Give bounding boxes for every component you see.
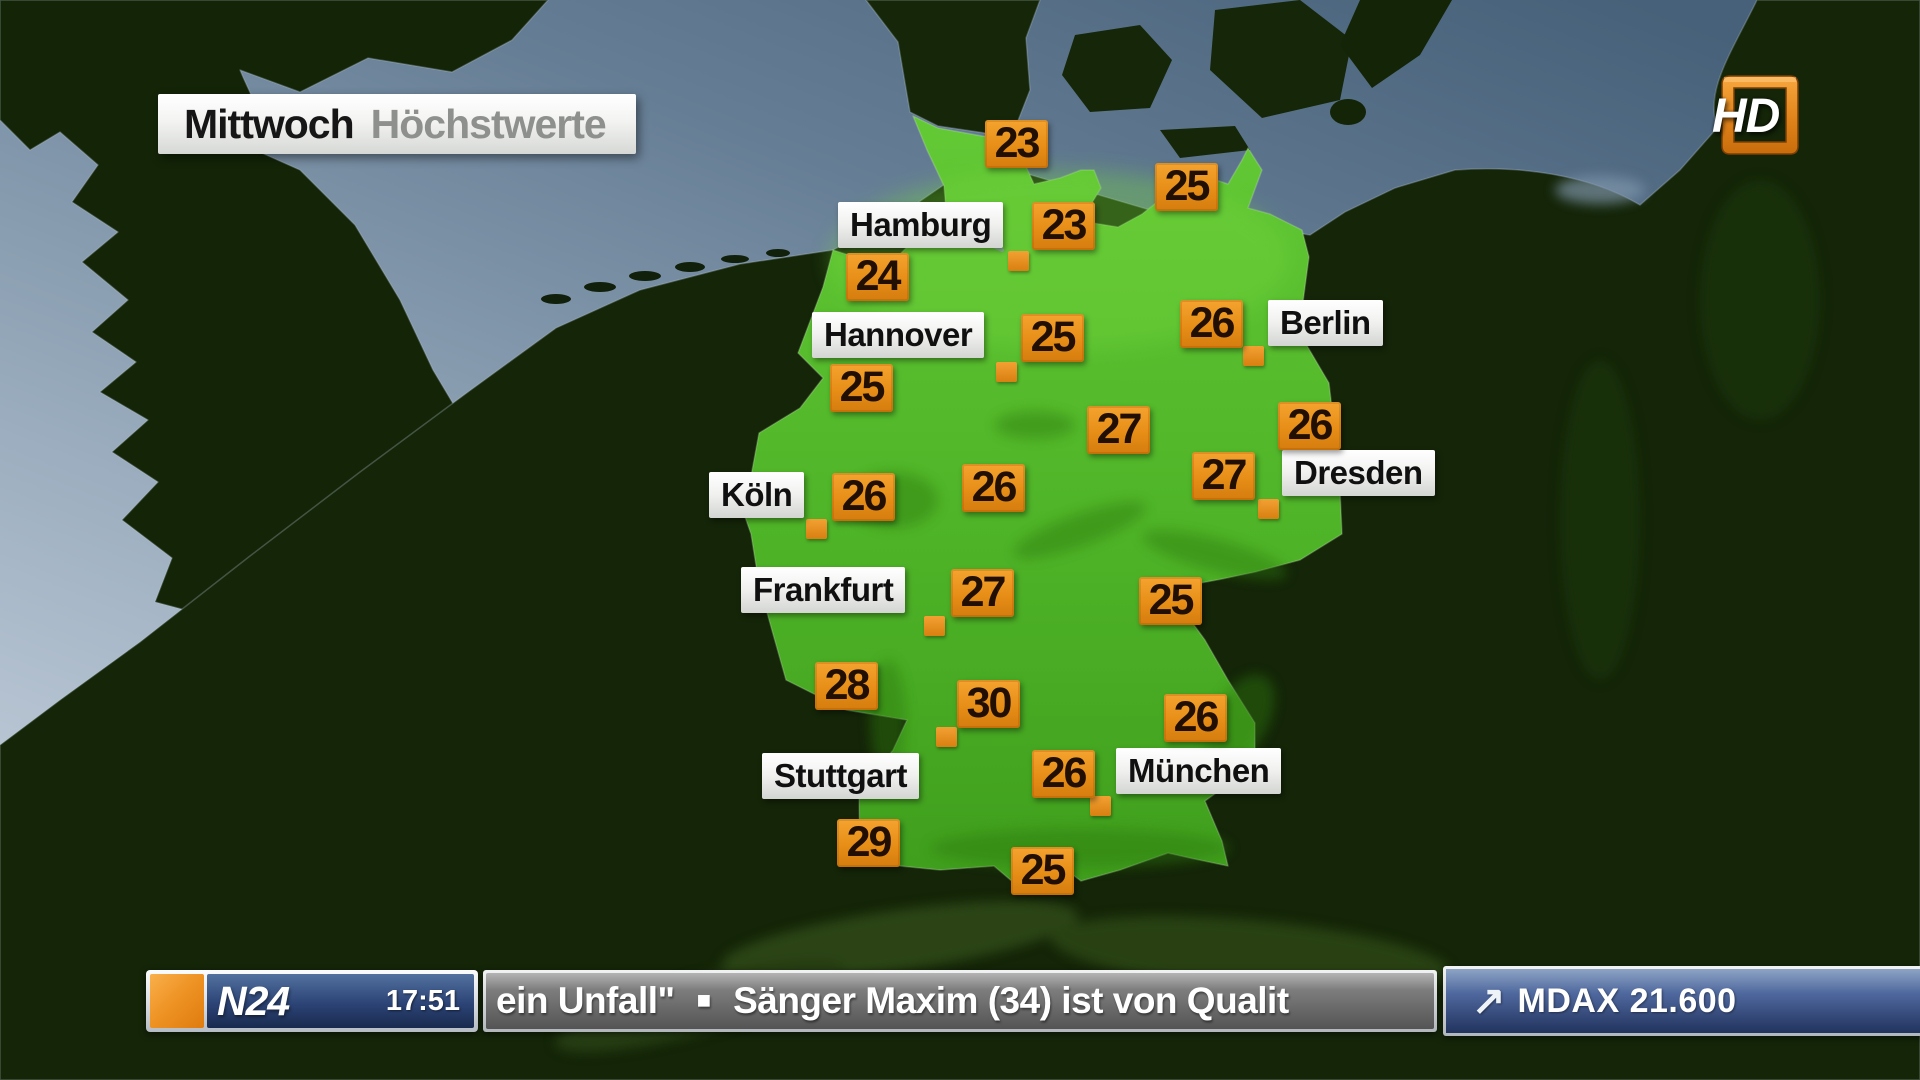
ticker-text-end: Sänger Maxim (34) ist von Qualit: [733, 980, 1289, 1021]
temp-badge: 25: [1021, 314, 1084, 362]
ticker-text-start: ein Unfall": [496, 980, 675, 1021]
temp-badge: 25: [830, 364, 893, 412]
city-label-hannover: Hannover: [812, 312, 985, 358]
temp-badge: 24: [846, 253, 909, 301]
stock-up-arrow-icon: ↗: [1472, 979, 1506, 1023]
stettin-lagoon: [1555, 176, 1645, 204]
stock-quote: MDAX 21.600: [1517, 981, 1737, 1020]
stock-ticker: ↗ MDAX 21.600: [1443, 966, 1920, 1036]
city-marker-stuttgart: [936, 727, 957, 747]
bornholm-island: [1330, 99, 1366, 125]
denmark-islands: [1062, 0, 1352, 158]
temp-badge: 26: [1278, 402, 1341, 450]
city-label-muenchen: München: [1116, 748, 1282, 794]
n24-panel: N24 17:51: [207, 974, 474, 1028]
city-label-berlin: Berlin: [1268, 300, 1383, 346]
channel-logo-text: N24: [217, 977, 290, 1024]
city-marker-koeln: [806, 519, 827, 539]
frisian-islands: [541, 249, 790, 304]
city-label-stuttgart: Stuttgart: [762, 753, 919, 799]
temp-badge: 25: [1155, 163, 1218, 211]
city-label-frankfurt: Frankfurt: [741, 567, 906, 613]
city-marker-hamburg: [1008, 251, 1029, 271]
channel-bug: N24 17:51: [146, 970, 478, 1032]
temp-badge: 26: [1032, 750, 1095, 798]
temp-badge: 25: [1011, 847, 1074, 895]
title-bar: Mittwoch Höchstwerte: [158, 94, 636, 154]
temp-badge: 30: [957, 680, 1020, 728]
hd-logo-text: HD: [1712, 90, 1780, 143]
city-label-dresden: Dresden: [1282, 450, 1435, 496]
stock-ticker-panel: ↗ MDAX 21.600: [1446, 969, 1920, 1033]
title-day: Mittwoch: [184, 100, 355, 147]
city-marker-berlin: [1243, 346, 1264, 366]
city-marker-hannover: [996, 362, 1017, 382]
sweden-landmass: [1340, 0, 1452, 88]
city-label-hamburg: Hamburg: [838, 202, 1004, 248]
city-marker-frankfurt: [924, 616, 945, 636]
temp-badge: 27: [1192, 452, 1255, 500]
ticker-separator-icon: ■: [696, 987, 712, 1014]
temp-badge: 26: [962, 464, 1025, 512]
news-ticker-track: ein Unfall" ■ Sänger Maxim (34) ist von …: [486, 973, 1434, 1029]
temp-badge: 23: [985, 120, 1048, 168]
temp-badge: 25: [1139, 577, 1202, 625]
clock: 17:51: [385, 984, 460, 1017]
city-marker-muenchen: [1090, 796, 1111, 816]
temp-badge: 26: [832, 473, 895, 521]
temp-badge: 26: [1164, 694, 1227, 742]
temp-badge: 26: [1180, 300, 1243, 348]
hd-logo: HD: [1712, 74, 1802, 158]
city-marker-dresden: [1258, 499, 1279, 519]
temp-badge: 27: [951, 569, 1014, 617]
temp-badge: 29: [837, 819, 900, 867]
temp-badge: 27: [1087, 406, 1150, 454]
title-subtitle: Höchstwerte: [370, 100, 607, 147]
temp-badge: 23: [1032, 202, 1095, 250]
hd-logo-frame: [1721, 75, 1799, 155]
city-label-koeln: Köln: [709, 472, 805, 518]
news-ticker: ein Unfall" ■ Sänger Maxim (34) ist von …: [483, 970, 1437, 1032]
n24-orange-square-icon: [150, 974, 204, 1028]
temp-badge: 28: [815, 662, 878, 710]
